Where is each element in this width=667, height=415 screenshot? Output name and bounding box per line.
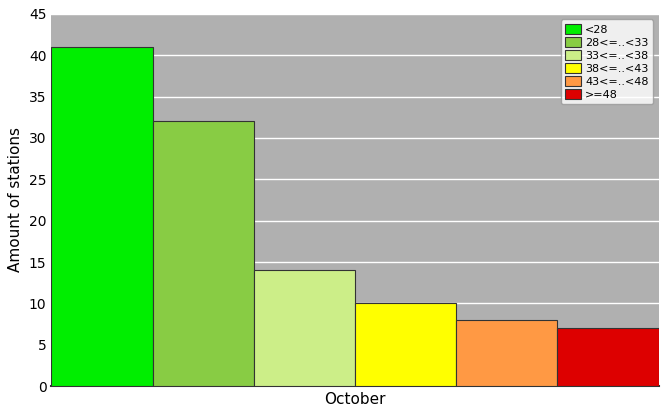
Bar (355, 303, 456, 386)
X-axis label: October: October (324, 392, 386, 407)
Bar (51, 47, 153, 386)
Bar (558, 328, 659, 386)
Bar (153, 121, 254, 386)
Bar (456, 320, 558, 386)
Legend: <28, 28<=..<33, 33<=..<38, 38<=..<43, 43<=..<48, >=48: <28, 28<=..<33, 33<=..<38, 38<=..<43, 43… (561, 20, 653, 104)
Y-axis label: Amount of stations: Amount of stations (8, 127, 23, 273)
Bar (254, 270, 355, 386)
